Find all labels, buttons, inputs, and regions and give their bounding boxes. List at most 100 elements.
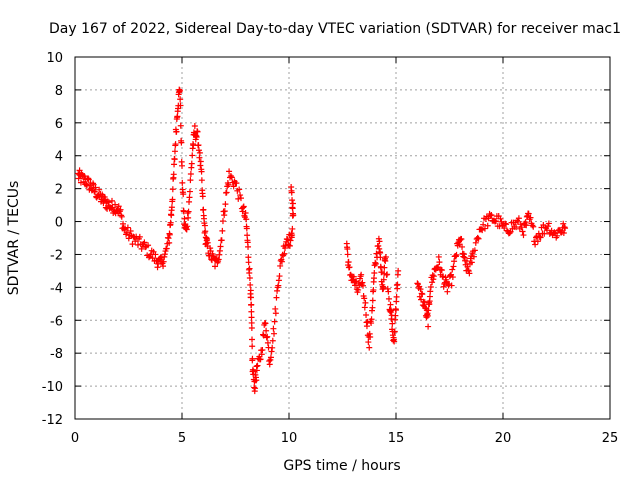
grid-lines [75, 57, 610, 419]
data-point [484, 222, 491, 229]
data-point [233, 180, 240, 187]
data-point [449, 274, 456, 281]
data-point [377, 254, 384, 261]
data-point [541, 230, 548, 237]
data-point [371, 269, 378, 276]
data-point [368, 316, 375, 323]
data-point [362, 299, 369, 306]
data-point [427, 283, 434, 290]
data-point [466, 270, 473, 277]
data-point [171, 161, 178, 168]
data-point [245, 243, 252, 250]
data-point [169, 186, 176, 193]
data-point [170, 171, 177, 178]
data-point [254, 362, 261, 369]
data-point [186, 194, 193, 201]
data-point [195, 142, 202, 149]
x-tick-label: 20 [495, 431, 512, 446]
data-point [212, 263, 219, 270]
x-tick-label: 10 [281, 431, 298, 446]
data-point [270, 325, 277, 332]
data-point [248, 308, 255, 315]
data-point [532, 241, 539, 248]
data-point [152, 251, 159, 258]
data-point [380, 284, 387, 291]
data-point [204, 236, 211, 243]
data-point [459, 243, 466, 250]
data-point [187, 171, 194, 178]
data-point [451, 258, 458, 265]
data-point [449, 266, 456, 273]
data-point [381, 264, 388, 271]
data-point [290, 212, 297, 219]
data-point [179, 179, 186, 186]
data-point [560, 229, 567, 236]
data-point [363, 312, 370, 319]
data-point [264, 333, 271, 340]
data-point [201, 222, 208, 229]
data-point [253, 367, 260, 374]
data-point [502, 220, 509, 227]
y-tick-label: 0 [55, 216, 63, 231]
data-point [391, 338, 398, 345]
data-point [172, 141, 179, 148]
data-markers [75, 86, 569, 395]
data-point [481, 225, 488, 232]
tick-labels: -12 -10 -8 -6 -4 -2 0 2 4 6 8 10 0 5 10 15 20 25 [42, 51, 619, 446]
data-point [242, 209, 249, 216]
data-point [221, 212, 228, 219]
data-point [253, 377, 260, 384]
data-point [177, 96, 184, 103]
data-point [344, 251, 351, 258]
data-point [249, 343, 256, 350]
data-point [382, 254, 389, 261]
data-point [194, 128, 201, 135]
data-point [424, 312, 431, 319]
data-point [85, 176, 92, 183]
data-point [287, 237, 294, 244]
data-point [243, 225, 250, 232]
data-point [263, 334, 270, 341]
data-point [438, 267, 445, 274]
data-point [239, 208, 246, 215]
data-point [83, 181, 90, 188]
data-point [125, 235, 132, 242]
data-point [277, 257, 284, 264]
data-point [453, 251, 460, 258]
data-point [527, 214, 534, 221]
data-point [249, 336, 256, 343]
data-point [245, 254, 252, 261]
data-point [472, 239, 479, 246]
data-point [173, 128, 180, 135]
data-point [536, 233, 543, 240]
data-point [544, 223, 551, 230]
y-tick-label: 8 [55, 84, 63, 99]
data-point [460, 250, 467, 257]
data-point [108, 197, 115, 204]
data-point [277, 262, 284, 269]
data-point [358, 271, 365, 278]
data-point [161, 253, 168, 260]
data-point [289, 204, 296, 211]
data-point [251, 384, 258, 391]
data-point [369, 304, 376, 311]
data-point [370, 275, 377, 282]
data-point [185, 214, 192, 221]
data-point [266, 358, 273, 365]
data-point [463, 258, 470, 265]
data-point [86, 182, 93, 189]
y-tick-label: -2 [50, 248, 63, 263]
y-tick-label: 10 [46, 51, 63, 66]
data-point [244, 232, 251, 239]
data-point [248, 325, 255, 332]
data-point [389, 320, 396, 327]
data-point [545, 220, 552, 227]
data-point [250, 368, 257, 375]
data-point [105, 199, 112, 206]
data-point [519, 228, 526, 235]
data-point [366, 344, 373, 351]
data-point [475, 235, 482, 242]
data-point [266, 361, 273, 368]
x-tick-label: 0 [71, 431, 79, 446]
